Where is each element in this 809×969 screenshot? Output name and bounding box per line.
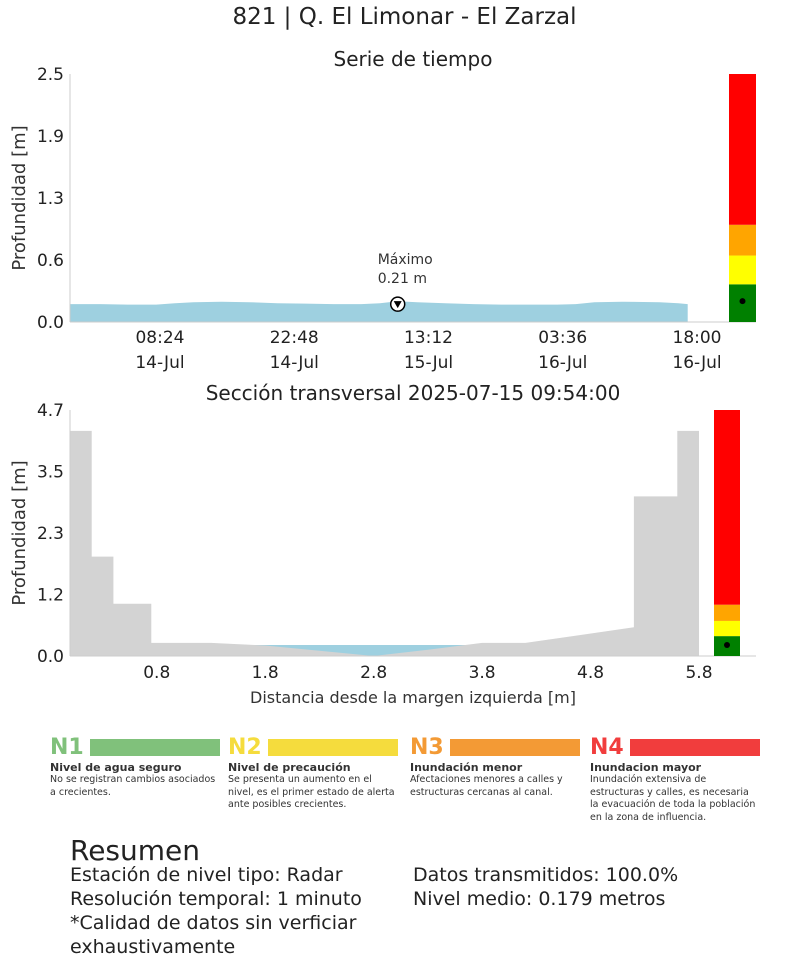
ts-xtick-label: 22:48 [270,328,319,348]
time-series-chart: Serie de tiempo Profundidad [m] 0.0 0.6 1.… [9,47,756,373]
xs-xtick-label: 4.8 [577,663,604,683]
ts-max-marker-arrow [393,301,402,309]
xs-ytick-label: 3.5 [37,463,64,483]
legend-desc: Se presenta un aumento en el nivel, es e… [228,774,395,810]
legend-color-bar [450,738,580,756]
page-title: 821 | Q. El Limonar - El Zarzal [232,4,577,30]
summary-quality-note-cont: exhaustivamente [70,936,236,958]
legend-code: N3 [410,734,444,760]
xs-ytick-label: 0.0 [37,647,64,667]
legend-color-bar [268,738,398,756]
ts-ytick-label: 0.6 [37,251,64,271]
xs-level-bar [714,410,740,656]
xs-xlabel: Distancia desde la margen izquierda [m] [250,688,576,707]
ts-title: Serie de tiempo [334,47,493,71]
xs-xtick-label: 2.8 [360,663,387,683]
ts-max-value: 0.21 m [378,271,427,287]
xs-xtick-label: 3.8 [469,663,496,683]
legend-name: Nivel de agua seguro [50,761,182,774]
level-band-4 [714,410,740,605]
ts-xtick-date: 16-Jul [672,353,721,373]
xs-ylabel: Profundidad [m] [9,460,30,605]
legend-name: Inundación menor [410,761,523,774]
xs-ytick-label: 4.7 [37,401,64,421]
legend-desc: Inundación extensiva de estructuras y ca… [590,774,756,823]
ts-xtick-label: 18:00 [673,328,722,348]
alert-level-legend: N1 Nivel de agua seguro No se registran … [50,735,760,830]
xs-ytick-label: 2.3 [37,524,64,544]
xs-xtick-label: 0.8 [143,663,170,683]
summary-title: Resumen [70,834,201,867]
summary-section: Resumen Estación de nivel tipo: Radar Re… [70,834,770,959]
summary-resolution: Resolución temporal: 1 minuto [70,888,362,910]
level-band-2 [729,255,756,285]
ts-xtick-label: 08:24 [135,328,184,348]
xs-ytick-label: 1.2 [37,586,64,606]
level-band-3 [714,604,740,621]
ts-xtick-date: 14-Jul [270,353,319,373]
summary-station-type: Estación de nivel tipo: Radar [70,864,343,886]
ts-xtick-label: 03:36 [538,328,587,348]
legend-item-n1: N1 Nivel de agua seguro No se registran … [50,735,220,799]
level-current-marker [739,298,746,305]
xs-title: Sección transversal 2025-07-15 09:54:00 [206,381,621,405]
legend-name: Inundacion mayor [590,761,702,774]
legend-item-n3: N3 Inundación menor Afectaciones menores… [410,735,580,799]
ts-xtick-date: 14-Jul [135,353,184,373]
ts-series-area [70,301,688,322]
legend-code: N2 [228,734,262,760]
legend-color-bar [90,738,220,756]
ts-ytick-label: 1.3 [37,189,64,209]
ts-ytick-label: 1.9 [37,127,64,147]
legend-item-n4: N4 Inundacion mayor Inundación extensiva… [590,735,760,824]
ts-ytick-label: 0.0 [37,313,64,333]
level-band-2 [714,620,740,637]
xs-terrain-area [70,430,699,656]
ts-xtick-date: 16-Jul [538,353,587,373]
legend-item-n2: N2 Nivel de precaución Se presenta un au… [228,735,398,812]
summary-data-transmitted: Datos transmitidos: 100.0% [413,864,679,886]
legend-code: N1 [50,734,84,760]
legend-desc: No se registran cambios asociados a crec… [50,774,216,798]
legend-desc: Afectaciones menores a calles y estructu… [410,774,563,798]
legend-code: N4 [590,734,624,760]
xs-xtick-label: 1.8 [252,663,279,683]
summary-right: Datos transmitidos: 100.0% Nivel medio: … [413,863,678,911]
ts-ytick-label: 2.5 [37,65,64,85]
legend-name: Nivel de precaución [228,761,351,774]
ts-max-label: Máximo [378,252,433,268]
ts-ylabel: Profundidad [m] [9,125,30,270]
level-current-marker [724,642,730,649]
xs-xtick-label: 5.8 [685,663,712,683]
summary-mean-level: Nivel medio: 0.179 metros [413,888,666,910]
ts-xtick-date: 15-Jul [404,353,453,373]
summary-quality-note: *Calidad de datos sin verficiar [70,912,357,934]
cross-section-chart: Sección transversal 2025-07-15 09:54:00 … [9,381,756,707]
legend-color-bar [630,738,760,756]
ts-level-bar [729,74,756,322]
level-band-4 [729,74,756,225]
ts-xtick-label: 13:12 [404,328,453,348]
level-band-3 [729,224,756,256]
summary-left: Estación de nivel tipo: Radar Resolución… [70,863,362,959]
